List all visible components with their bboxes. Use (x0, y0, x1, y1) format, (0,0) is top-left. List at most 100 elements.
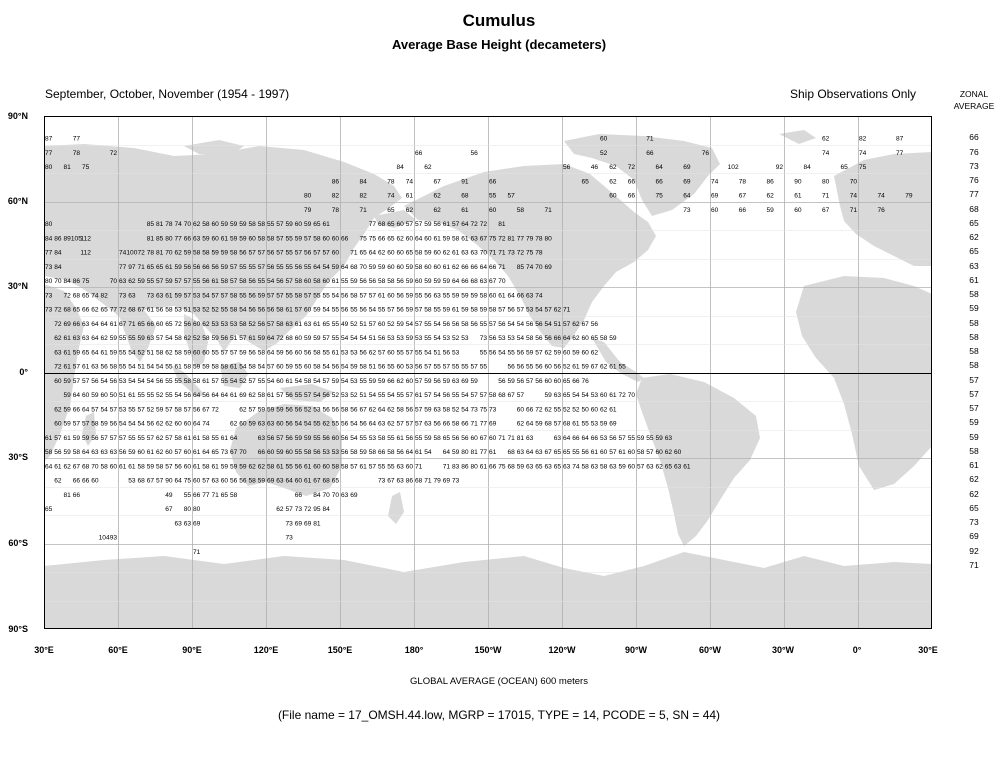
cell-value: 60 (211, 235, 219, 242)
cell-value: 54 (128, 364, 136, 371)
cell-value: 68 (73, 292, 81, 299)
cell-value: 56 (396, 278, 404, 285)
cell-value: 58 (137, 463, 145, 470)
cell-value: 69 (544, 264, 552, 271)
cell-value: 54 (137, 378, 145, 385)
cell-value: 61 (332, 349, 340, 356)
africa-west (796, 276, 932, 490)
cell-value: 64 (82, 406, 90, 413)
cell-value: 61 (63, 349, 71, 356)
cell-value: 55 (332, 321, 340, 328)
cell-value: 64 (91, 349, 99, 356)
zonal-average-value: 65 (969, 217, 979, 228)
cell-value: 63 (304, 321, 312, 328)
cell-value: 56 (100, 364, 108, 371)
cell-value: 60 (387, 264, 395, 271)
cell-value: 52 (452, 335, 460, 342)
cell-value: 56 (443, 349, 451, 356)
cell-value: 61 (147, 449, 155, 456)
cell-value: 55 (480, 364, 488, 371)
graticule (44, 116, 932, 629)
cell-value: 56 (248, 307, 256, 314)
cell-value: 59 (276, 349, 284, 356)
cell-value: 70 (535, 264, 543, 271)
cell-value: 55 (221, 378, 229, 385)
zonal-header-line-1: ZONAL (959, 89, 989, 99)
lon-label-120w: 120°W (548, 645, 576, 655)
cell-value: 65 (563, 392, 571, 399)
cell-value: 55 (628, 435, 636, 442)
zonal-average-value: 59 (969, 431, 979, 442)
cell-value: 73 (295, 506, 303, 513)
cell-value: 56 (489, 349, 497, 356)
cell-value: 75 (82, 164, 90, 171)
cell-value: 56 (517, 349, 525, 356)
cell-value: 56 (239, 478, 247, 485)
japan (300, 266, 320, 296)
cell-value: 62 (54, 406, 62, 413)
cell-value: 56 (498, 321, 506, 328)
cell-value: 71 (498, 435, 506, 442)
cell-value: 63 (470, 235, 478, 242)
cell-value: 54 (258, 364, 266, 371)
lon-label-60w: 60°W (698, 645, 722, 655)
cell-value: 61 (461, 235, 469, 242)
cell-value: 53 (591, 421, 599, 428)
cell-value: 57 (387, 307, 395, 314)
cell-value: 57 (165, 406, 173, 413)
cell-value: 70 (165, 250, 173, 257)
cell-value: 57 (489, 321, 497, 328)
cell-value: 58 (433, 435, 441, 442)
zonal-average-header: ZONAL AVERAGE (948, 88, 998, 112)
cell-value: 57 (73, 421, 81, 428)
cell-value: 57 (406, 349, 414, 356)
cell-value: 57 (239, 335, 247, 342)
cell-value: 68 (128, 307, 136, 314)
cell-value: 56 (415, 364, 423, 371)
cell-value: 56 (174, 463, 182, 470)
cell-value: 58 (480, 292, 488, 299)
cell-value: 64 (581, 435, 589, 442)
cell-value: 60 (396, 250, 404, 257)
cell-value: 63 (480, 278, 488, 285)
cell-value: 59 (470, 378, 478, 385)
cell-value: 56 (156, 307, 164, 314)
cell-value: 80 (470, 463, 478, 470)
cell-value: 58 (313, 349, 321, 356)
cell-value: 56 (276, 278, 284, 285)
cell-value: 61 (211, 278, 219, 285)
cell-value: 80 (822, 178, 830, 185)
cell-value: 60 (794, 207, 802, 214)
cell-value: 60 (276, 421, 284, 428)
cell-value: 54 (295, 421, 303, 428)
cell-value: 60 (406, 463, 414, 470)
cell-value: 54 (507, 321, 515, 328)
cell-value: 55 (295, 449, 303, 456)
cell-value: 60 (54, 421, 62, 428)
cell-value: 84 (313, 492, 321, 499)
cell-value: 63 (82, 321, 90, 328)
cell-value: 65 (563, 449, 571, 456)
cell-value: 57 (544, 307, 552, 314)
cell-value: 60 (396, 264, 404, 271)
cell-value: 80 (461, 449, 469, 456)
cell-value: 59 (618, 463, 626, 470)
cell-value: 57 (248, 250, 256, 257)
cell-value: 54 (341, 335, 349, 342)
cell-value: 59 (147, 463, 155, 470)
cell-value: 58 (267, 235, 275, 242)
cell-value: 54 (359, 335, 367, 342)
cell-value: 54 (313, 392, 321, 399)
cell-value: 61 (128, 392, 136, 399)
cell-value: 72 (498, 235, 506, 242)
cell-value: 55 (285, 292, 293, 299)
cell-value: 75 (498, 463, 506, 470)
zonal-average-value: 62 (969, 474, 979, 485)
cell-value: 60 (100, 392, 108, 399)
cell-value: 58 (378, 278, 386, 285)
cell-value: 62 (665, 449, 673, 456)
cell-value: 61 (461, 207, 469, 214)
cell-value: 59 (572, 349, 580, 356)
cell-value: 62 (258, 463, 266, 470)
cell-value: 55 (165, 378, 173, 385)
